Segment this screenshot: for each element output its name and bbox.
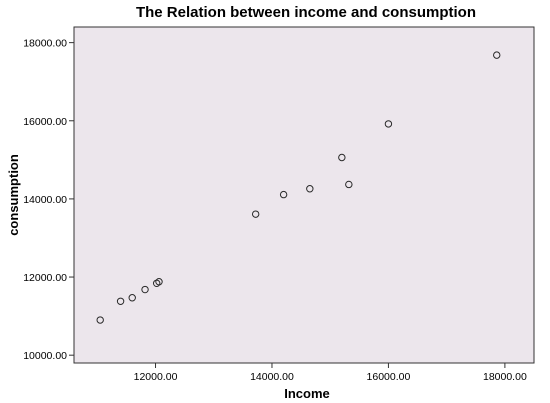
data-point — [279, 190, 288, 199]
chart-title: The Relation between income and consumpt… — [136, 4, 476, 21]
data-point — [141, 285, 149, 294]
x-tick-label: 14000.00 — [250, 371, 294, 383]
data-point — [306, 185, 314, 193]
x-tick-label: 12000.00 — [134, 371, 178, 383]
data-point — [96, 316, 104, 324]
y-tick-label: 12000.00 — [23, 272, 67, 284]
data-point — [338, 153, 346, 162]
x-axis-ticks: 12000.00 14000.00 16000.00 18000.00 — [134, 363, 527, 383]
y-tick-label: 16000.00 — [23, 116, 67, 128]
y-tick-label: 18000.00 — [23, 38, 67, 50]
data-point — [493, 51, 501, 59]
x-tick-label: 16000.00 — [367, 371, 411, 383]
y-axis-label: consumption — [6, 154, 21, 236]
plot-area — [73, 26, 535, 364]
data-points — [96, 51, 501, 324]
y-axis-ticks: 10000.00 12000.00 14000.00 16000.00 18000.00 — [23, 38, 74, 362]
data-point — [116, 297, 125, 305]
data-point — [251, 210, 260, 218]
y-tick-label: 14000.00 — [23, 194, 67, 206]
data-point — [345, 180, 353, 189]
x-axis-label: Income — [284, 386, 330, 401]
x-tick-label: 18000.00 — [483, 371, 527, 383]
data-point — [384, 120, 393, 128]
data-point — [128, 294, 136, 302]
y-tick-label: 10000.00 — [23, 350, 67, 362]
data-point — [155, 278, 163, 286]
